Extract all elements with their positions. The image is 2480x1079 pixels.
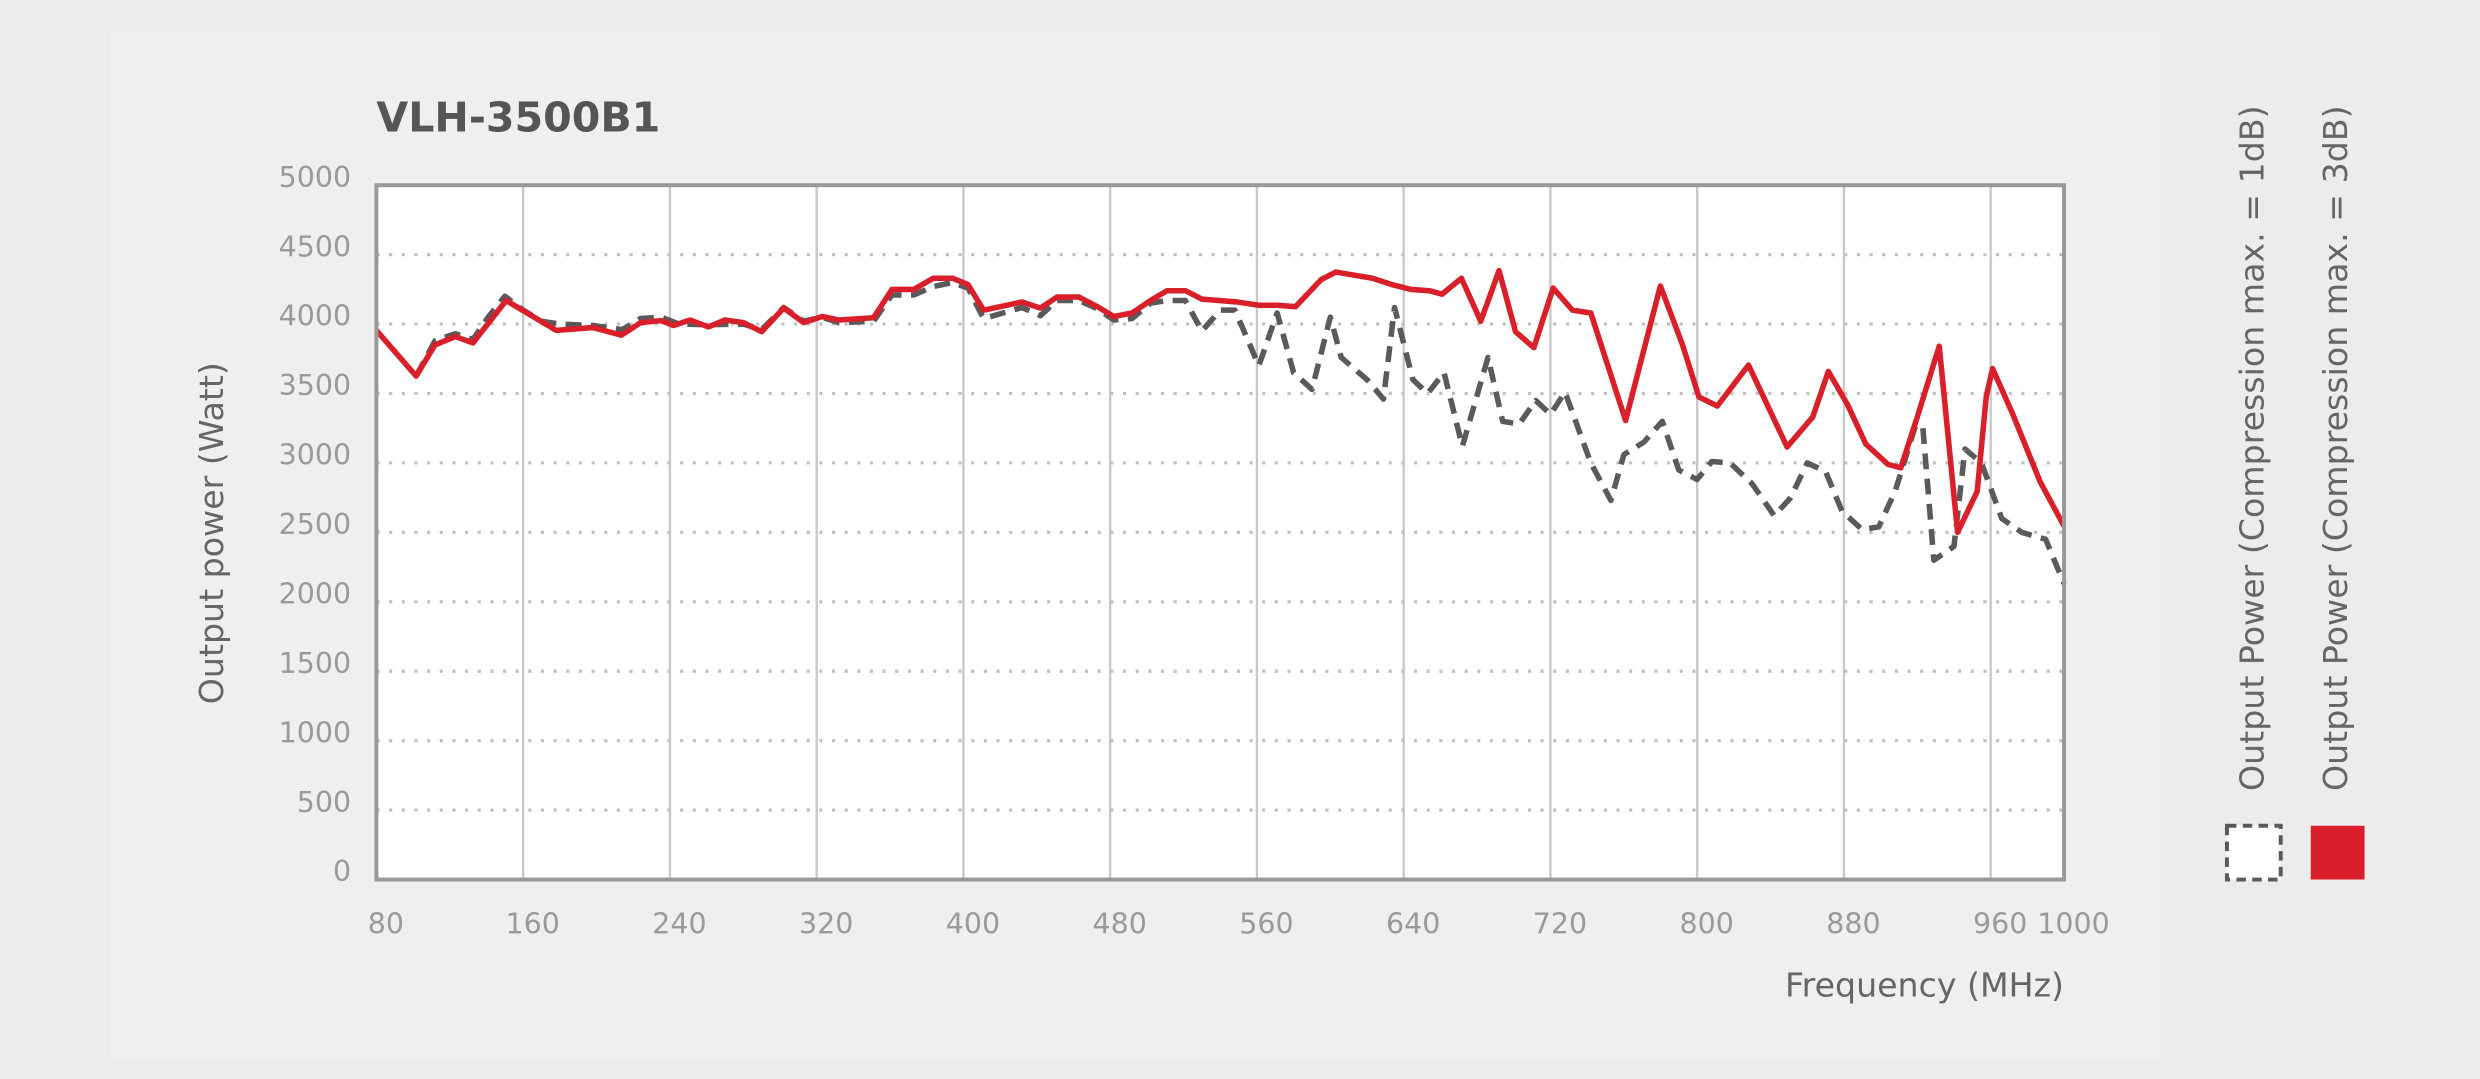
series-group: [374, 267, 2067, 585]
y-tick-label: 5000: [279, 161, 351, 194]
x-tick-label: 240: [652, 907, 706, 940]
x-tick-label: 960: [1973, 907, 2027, 940]
y-tick-label: 2500: [279, 508, 351, 541]
y-tick-label: 3000: [279, 439, 351, 472]
y-tick-label: 2000: [279, 577, 351, 610]
x-tick-label: 400: [946, 907, 1000, 940]
y-tick-label: 3500: [279, 369, 351, 402]
x-tick-label: 720: [1533, 907, 1587, 940]
x-tick-label: 880: [1826, 907, 1880, 940]
x-tick-label: 160: [506, 907, 560, 940]
x-axis-label: Frequency (MHz): [1785, 966, 2064, 1005]
series-line: [413, 279, 2067, 585]
y-tick-label: 0: [333, 855, 351, 888]
series-line: [374, 267, 2067, 536]
x-tick-label: 640: [1386, 907, 1440, 940]
y-tick-label: 500: [297, 786, 351, 819]
legend-label: Output Power (Compression max. = 1dB): [2232, 105, 2271, 791]
chart-title: VLH-3500B1: [376, 93, 660, 141]
plot-frame: [374, 183, 2067, 882]
y-axis-label: Output power (Watt): [192, 362, 231, 704]
legend-swatch: [2310, 825, 2365, 880]
x-tick-label: 800: [1679, 907, 1733, 940]
x-tick-label: 560: [1239, 907, 1293, 940]
legend: Output Power (Compression max. = 1dB) Out…: [2224, 105, 2365, 882]
x-tick-label: 80: [368, 907, 404, 940]
x-tick-label: 480: [1093, 907, 1147, 940]
x-tick-label: 1000: [2037, 907, 2109, 940]
y-tick-label: 4500: [279, 230, 351, 263]
legend-label: Output Power (Compression max. = 3dB): [2316, 105, 2355, 791]
x-tick-label: 320: [799, 907, 853, 940]
y-tick-label: 1000: [279, 716, 351, 749]
legend-swatch: [2224, 823, 2283, 882]
y-tick-label: 1500: [279, 647, 351, 680]
y-tick-label: 4000: [279, 300, 351, 333]
